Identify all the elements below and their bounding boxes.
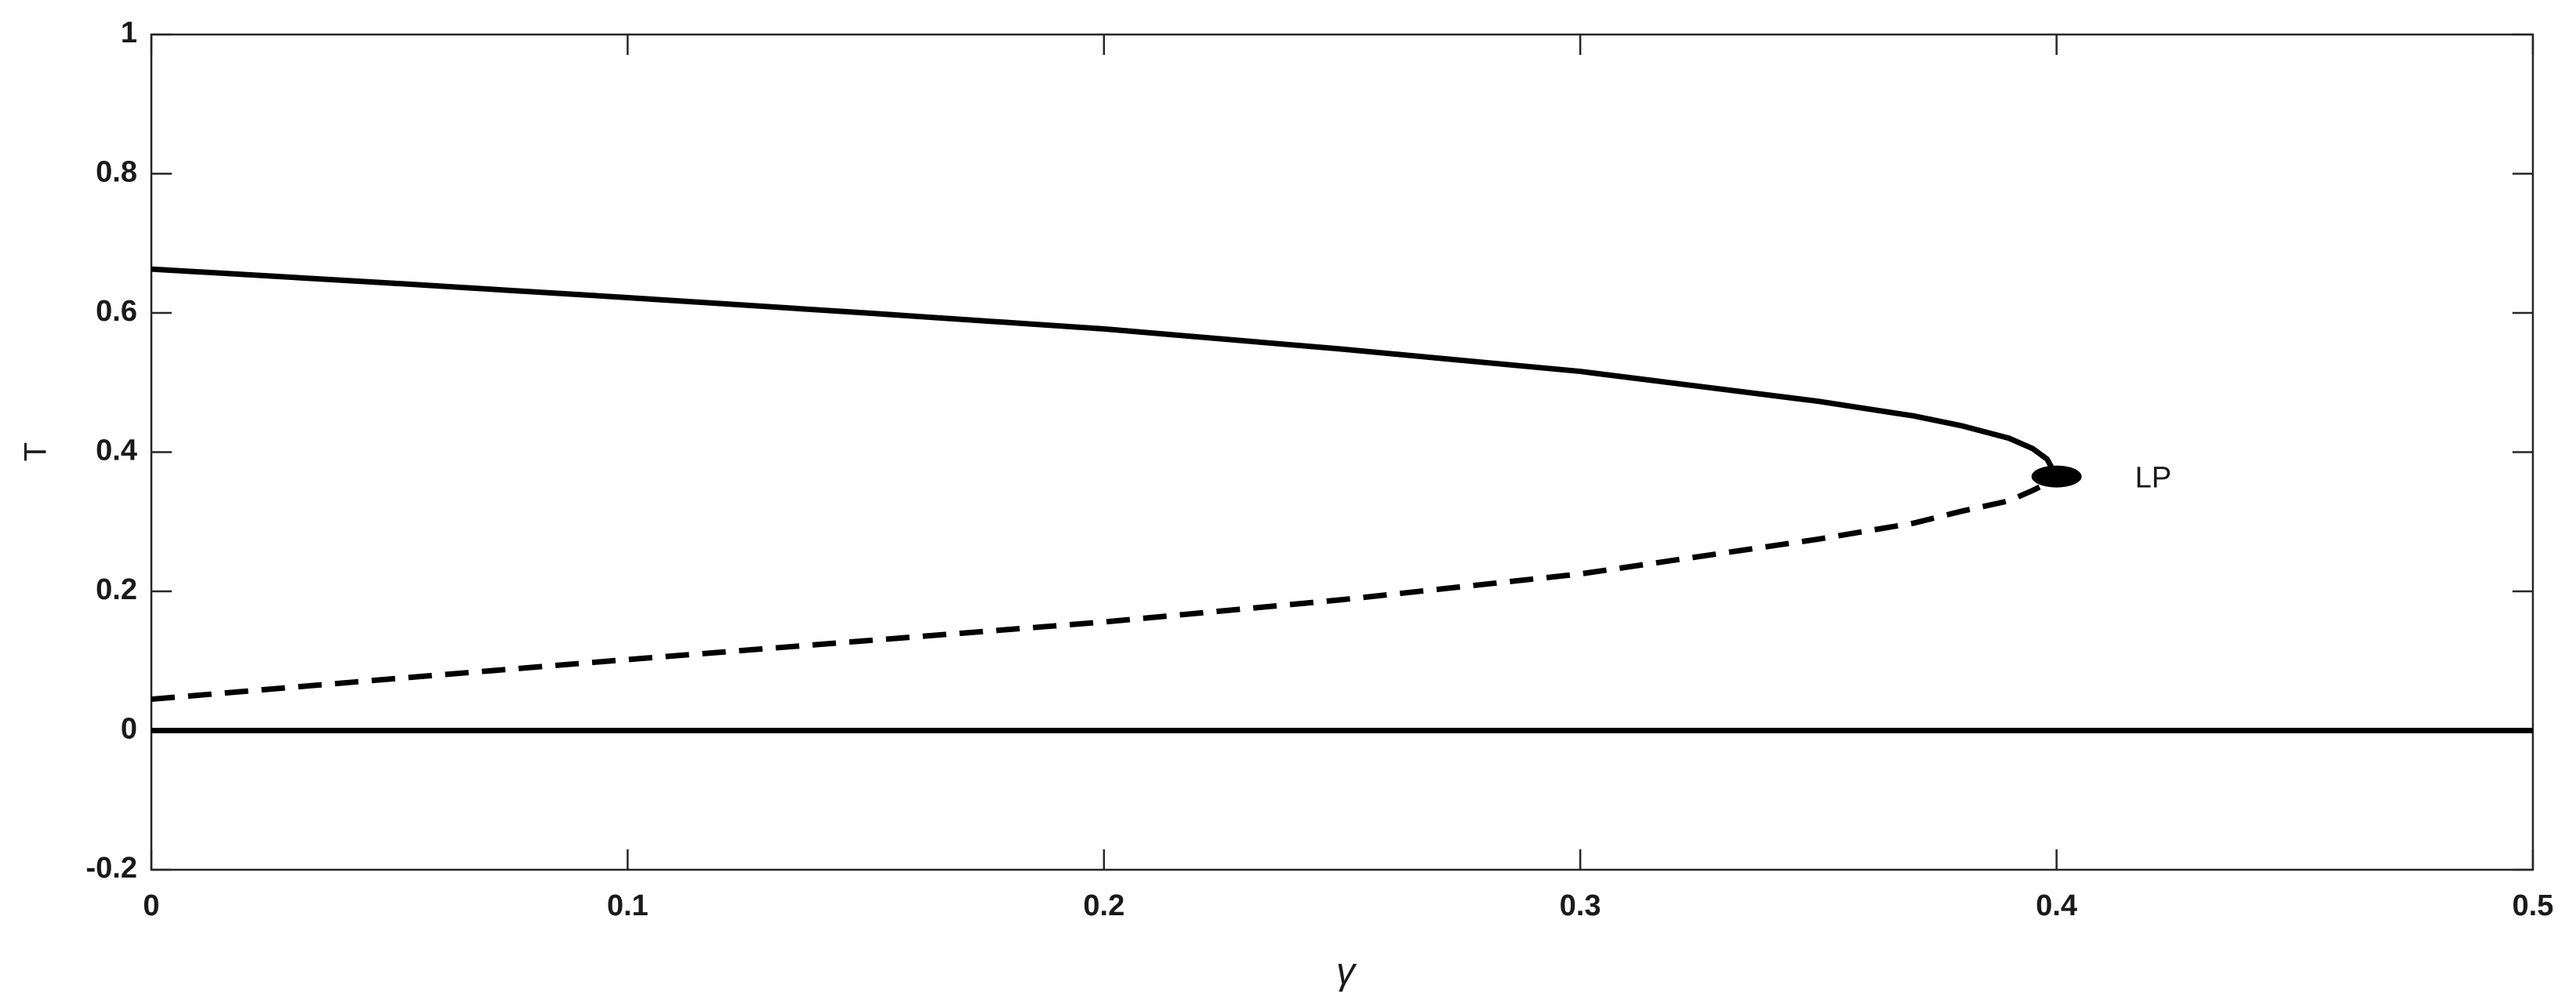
x-tick-label: 0.5 — [2512, 889, 2554, 922]
x-axis-label: γ — [1336, 951, 1357, 993]
dashed-line — [151, 474, 2058, 703]
plot-area — [150, 33, 2534, 871]
y-tick-label: 0.2 — [96, 573, 137, 606]
y-axis-label: T — [19, 442, 53, 461]
y-tick-label: 0.6 — [96, 295, 137, 328]
x-tick-label: 0.3 — [1560, 889, 1601, 922]
line — [151, 266, 2059, 478]
x-tick-label: 0 — [143, 889, 159, 922]
y-tick-label: 0.4 — [96, 434, 137, 467]
y-tick-label: 0.8 — [96, 156, 137, 189]
y-tick-label: 1 — [121, 16, 137, 49]
x-tick-label: 0.2 — [1083, 889, 1125, 922]
y-tick-label: -0.2 — [86, 852, 137, 885]
y-tick-label: 0 — [121, 713, 137, 746]
x-tick-label: 0.4 — [2036, 889, 2077, 922]
annotation: LP — [2135, 462, 2171, 495]
point-marker — [2031, 465, 2082, 488]
x-tick-label: 0.1 — [607, 889, 649, 922]
